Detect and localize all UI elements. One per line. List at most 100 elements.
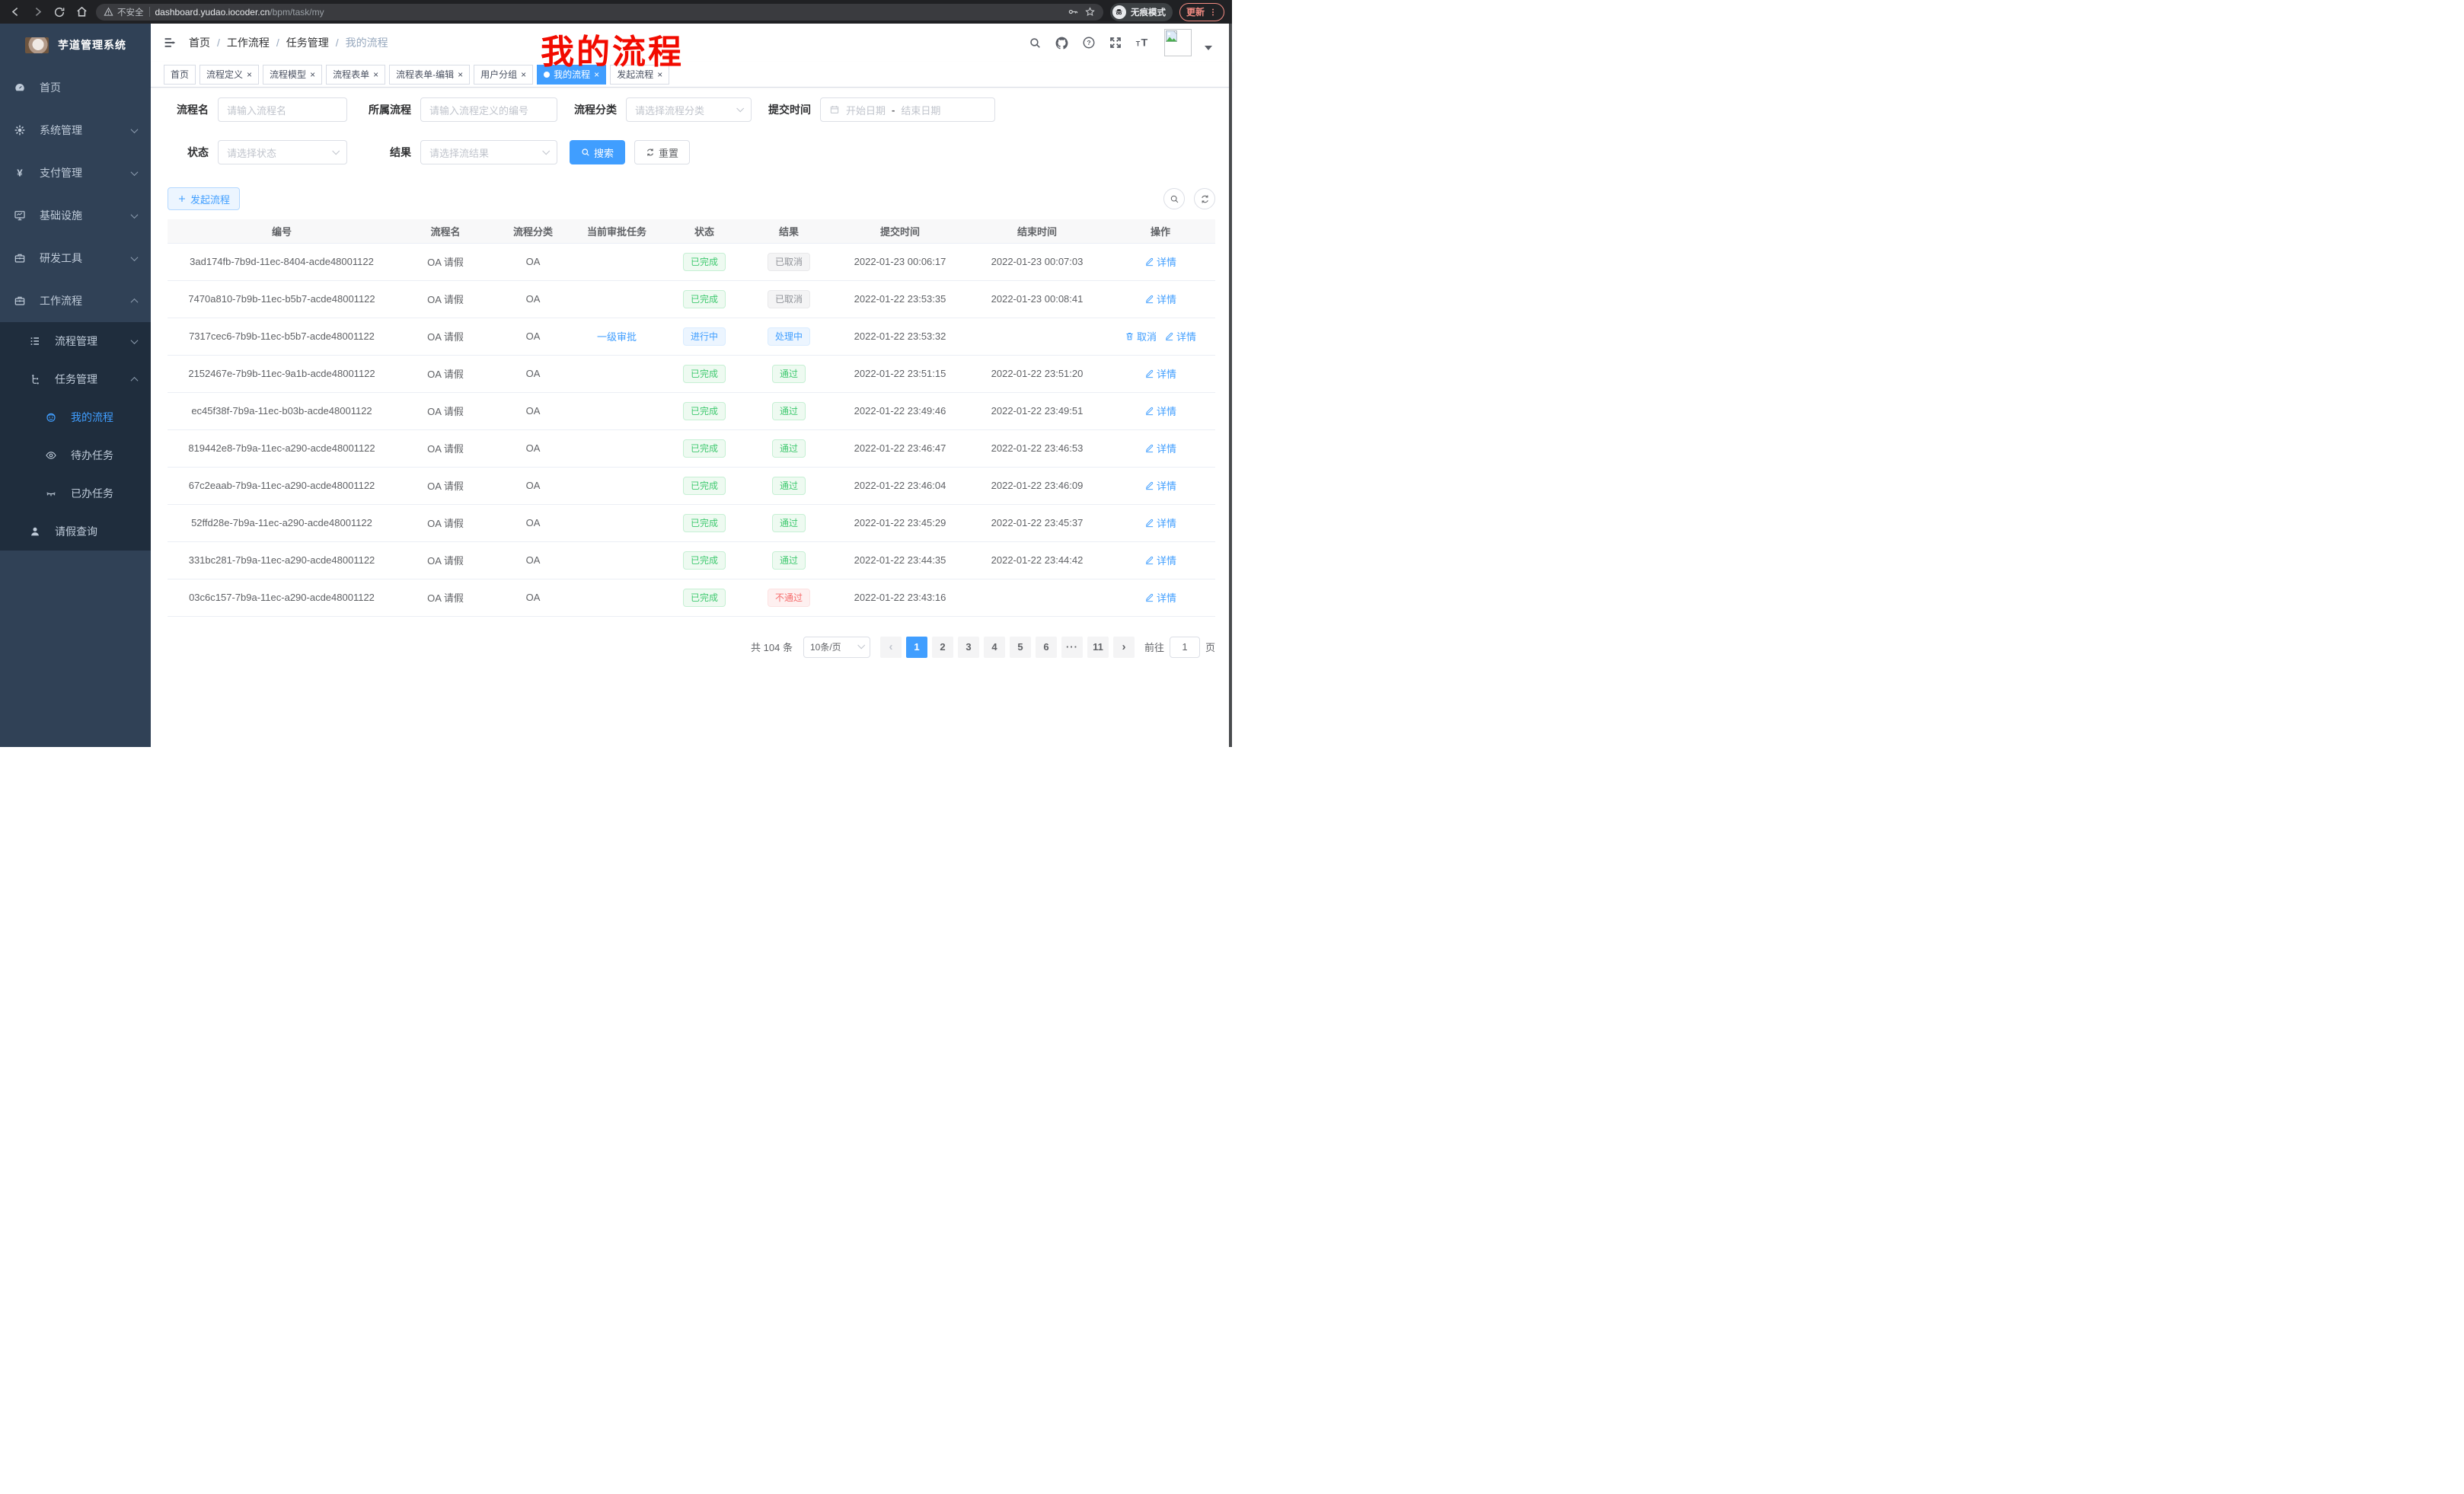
row-action-cancel[interactable]: 取消 (1125, 329, 1157, 343)
breadcrumb-item-1[interactable]: 工作流程 (226, 37, 270, 49)
browser-home-icon[interactable] (74, 5, 89, 20)
toolbox-icon (14, 295, 26, 307)
sidebar-item-label: 首页 (40, 81, 61, 94)
tab-process-definition[interactable]: 流程定义 × (199, 64, 260, 85)
cell-name: OA 请假 (396, 504, 495, 542)
toggle-search-button[interactable] (1163, 188, 1185, 209)
row-action-detail[interactable]: 详情 (1144, 366, 1176, 381)
result-select[interactable]: 请选择流结果 (420, 140, 557, 164)
reset-button[interactable]: 重置 (634, 140, 691, 164)
tab-process-form-edit[interactable]: 流程表单-编辑 × (389, 64, 471, 85)
fullscreen-icon[interactable] (1109, 36, 1122, 49)
submit-time-range[interactable]: 开始日期 - 结束日期 (820, 97, 995, 122)
row-action-detail[interactable]: 详情 (1144, 590, 1176, 605)
refresh-table-button[interactable] (1194, 188, 1215, 209)
page-button-5[interactable]: 5 (1009, 636, 1031, 658)
breadcrumb-item-0[interactable]: 首页 (189, 37, 210, 49)
row-action-detail[interactable]: 详情 (1144, 553, 1176, 567)
sidebar-item-process-mgmt[interactable]: 流程管理 (0, 322, 151, 360)
page-button-6[interactable]: 6 (1035, 636, 1057, 658)
filter-category: 流程分类 请选择流程分类 (570, 97, 752, 122)
tab-process-model[interactable]: 流程模型 × (263, 64, 323, 85)
sidebar-item-home[interactable]: 首页 (0, 66, 151, 109)
sidebar-item-leave-query[interactable]: 请假查询 (0, 512, 151, 551)
avatar[interactable] (1164, 29, 1192, 56)
key-icon[interactable] (1068, 6, 1079, 18)
next-page-button[interactable]: › (1112, 636, 1135, 658)
sidebar-item-todo-task[interactable]: 待办任务 (0, 436, 151, 474)
close-icon[interactable]: × (247, 69, 253, 80)
task-link[interactable]: 一级审批 (596, 331, 637, 343)
breadcrumb-item-2[interactable]: 任务管理 (286, 37, 329, 49)
close-icon[interactable]: × (458, 69, 464, 80)
status-select[interactable]: 请选择状态 (218, 140, 347, 164)
tab-process-form[interactable]: 流程表单 × (326, 64, 386, 85)
breadcrumb-separator: / (217, 37, 220, 49)
create-process-button[interactable]: 发起流程 (168, 187, 241, 210)
sidebar-item-infra[interactable]: 基础设施 (0, 194, 151, 237)
process-def-input[interactable]: 请输入流程定义的编号 (420, 97, 557, 122)
table-row: 52ffd28e-7b9a-11ec-a290-acde48001122 OA 请… (168, 504, 1215, 542)
tab-start-process[interactable]: 发起流程 × (610, 64, 670, 85)
page-size-select[interactable]: 10条/页 (803, 636, 870, 658)
page-button-1[interactable]: 1 (905, 636, 927, 658)
browser-menu-icon[interactable] (1208, 7, 1218, 18)
row-action-detail[interactable]: 详情 (1144, 441, 1176, 455)
browser-reload-icon[interactable] (52, 5, 67, 20)
sidebar-item-payment[interactable]: ¥ 支付管理 (0, 152, 151, 194)
app-logo[interactable]: 芋道管理系统 (0, 24, 151, 66)
hamburger-icon[interactable] (163, 36, 177, 49)
cell-id: 7470a810-7b9b-11ec-b5b7-acde48001122 (168, 280, 396, 318)
cell-category: OA (495, 429, 571, 468)
close-icon[interactable]: × (521, 69, 527, 80)
goto-page-input[interactable]: 1 (1169, 636, 1200, 658)
close-icon[interactable]: × (310, 69, 316, 80)
row-action-detail[interactable]: 详情 (1144, 292, 1176, 306)
page-button-4[interactable]: 4 (983, 636, 1005, 658)
help-icon[interactable]: ? (1082, 36, 1096, 49)
category-select[interactable]: 请选择流程分类 (626, 97, 752, 122)
sidebar-item-done-task[interactable]: 已办任务 (0, 474, 151, 512)
tab-user-group[interactable]: 用户分组 × (474, 64, 534, 85)
search-icon[interactable] (1029, 37, 1042, 49)
close-icon[interactable]: × (373, 69, 379, 80)
prev-page-button[interactable]: ‹ (879, 636, 902, 658)
column-header-2: 流程分类 (495, 219, 571, 244)
update-button[interactable]: 更新 (1179, 2, 1224, 21)
sidebar-item-devtools[interactable]: 研发工具 (0, 237, 151, 279)
close-icon[interactable]: × (657, 69, 663, 80)
more-pages-button[interactable]: ··· (1061, 636, 1083, 658)
cell-result: 通过 (746, 355, 831, 393)
tab-my-process[interactable]: 我的流程 × (537, 64, 607, 85)
cell-actions: 取消 详情 (1106, 318, 1215, 356)
avatar-caret-icon[interactable] (1205, 46, 1212, 50)
page-button-11[interactable]: 11 (1087, 636, 1109, 658)
sidebar-item-workflow[interactable]: 工作流程 (0, 279, 151, 322)
github-icon[interactable] (1055, 36, 1069, 50)
row-action-detail[interactable]: 详情 (1144, 516, 1176, 530)
sidebar-item-task-mgmt[interactable]: 任务管理 (0, 360, 151, 398)
browser-forward-icon[interactable] (30, 5, 45, 20)
row-action-detail[interactable]: 详情 (1164, 329, 1196, 343)
sidebar-item-my-process[interactable]: 我的流程 (0, 398, 151, 436)
star-icon[interactable] (1084, 6, 1096, 18)
row-action-detail[interactable]: 详情 (1144, 404, 1176, 418)
search-button[interactable]: 搜索 (570, 140, 626, 164)
process-name-input[interactable]: 请输入流程名 (218, 97, 347, 122)
tab-home[interactable]: 首页 (164, 64, 196, 85)
browser-scrollbar[interactable] (1229, 24, 1232, 747)
close-icon[interactable]: × (594, 69, 600, 80)
security-status[interactable]: 不安全 (104, 6, 144, 18)
cell-result: 不通过 (746, 579, 831, 617)
page-button-3[interactable]: 3 (957, 636, 979, 658)
page-button-2[interactable]: 2 (931, 636, 953, 658)
filter-row-1: 流程名 请输入流程名 所属流程 请输入流程定义的编号 流程分类 请选择流程分类 … (168, 97, 1215, 122)
sidebar-item-system[interactable]: 系统管理 (0, 109, 151, 152)
cell-actions: 详情 (1106, 429, 1215, 468)
table-body: 3ad174fb-7b9d-11ec-8404-acde48001122 OA 请… (168, 243, 1215, 617)
row-action-detail[interactable]: 详情 (1144, 478, 1176, 493)
address-bar[interactable]: 不安全 dashboard.yudao.iocoder.cn/bpm/task/… (96, 3, 1103, 21)
row-action-detail[interactable]: 详情 (1144, 254, 1176, 269)
browser-back-icon[interactable] (8, 5, 23, 20)
